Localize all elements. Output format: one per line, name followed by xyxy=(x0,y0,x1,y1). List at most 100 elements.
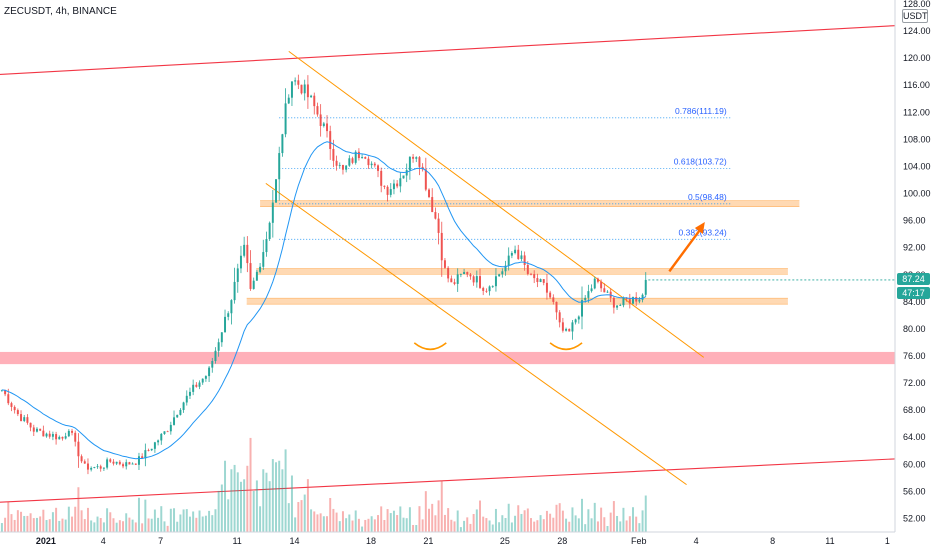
candle-body xyxy=(246,244,249,264)
price-axis: 128.00 124.00 120.00 116.00 112.00 108.00 104.… xyxy=(894,0,931,532)
candle-body xyxy=(577,316,580,320)
volume-bar xyxy=(310,509,313,532)
last-price-badge: 87.24 xyxy=(897,272,930,285)
candle-body xyxy=(377,165,380,171)
volume-bar xyxy=(233,464,236,532)
volume-bar xyxy=(198,510,201,532)
volume-bar xyxy=(561,510,564,532)
price-tick-label: 64.00 xyxy=(903,432,926,442)
candle-body xyxy=(364,157,367,159)
candle-body xyxy=(494,276,497,287)
candle-body xyxy=(188,391,191,396)
volume-bar xyxy=(612,501,615,532)
candle-body xyxy=(616,305,619,308)
volume-bar xyxy=(558,503,561,532)
candle-body xyxy=(335,160,338,166)
volume-bar xyxy=(102,522,105,532)
candle-body xyxy=(389,189,392,195)
volume-bar xyxy=(297,502,300,532)
candle-body xyxy=(558,312,561,323)
volume-bar xyxy=(93,522,96,532)
candle-body xyxy=(294,80,297,82)
candle-body xyxy=(526,264,529,274)
volume-bar xyxy=(447,508,450,532)
volume-bar xyxy=(319,513,322,532)
volume-bar xyxy=(112,518,115,532)
volume-bar xyxy=(109,512,112,532)
volume-bar xyxy=(402,517,405,532)
price-tick-label: 80.00 xyxy=(903,324,926,334)
volume-bar xyxy=(389,513,392,532)
volume-bar xyxy=(514,515,517,532)
volume-bar xyxy=(485,518,488,532)
volume-bar xyxy=(577,518,580,532)
volume-bar xyxy=(281,469,284,532)
candle-body xyxy=(166,431,169,433)
candle-body xyxy=(510,252,513,256)
candle-body xyxy=(348,158,351,166)
candle-body xyxy=(520,255,523,259)
volume-bar xyxy=(501,515,504,532)
volume-bar xyxy=(0,523,3,532)
candle-body xyxy=(160,433,163,441)
volume-bar xyxy=(35,517,38,532)
volume-bar xyxy=(115,522,118,532)
candle-body xyxy=(20,414,23,421)
candle-body xyxy=(373,163,376,166)
candle-body xyxy=(306,84,309,98)
candle-body xyxy=(402,175,405,179)
candle-body xyxy=(326,123,329,132)
candle-body xyxy=(134,463,137,465)
candle-body xyxy=(354,151,357,163)
volume-bar xyxy=(255,480,258,532)
time-tick-label: 21 xyxy=(423,536,433,546)
volume-bar xyxy=(463,520,466,532)
candle-body xyxy=(211,360,214,368)
volume-bar xyxy=(236,472,239,532)
candle-body xyxy=(297,80,300,85)
candle-body xyxy=(239,255,242,269)
volume-layer xyxy=(0,437,647,532)
volume-bar xyxy=(303,494,306,532)
candle-body xyxy=(67,430,70,437)
volume-bar xyxy=(67,506,70,532)
volume-bar xyxy=(479,500,481,532)
ema-layer xyxy=(1,141,647,460)
volume-bar xyxy=(265,472,268,532)
candle-body xyxy=(16,410,19,415)
candle-body xyxy=(48,433,51,437)
candle-body xyxy=(466,272,469,275)
volume-bar xyxy=(357,518,360,532)
candle-body xyxy=(71,430,74,433)
candle-body xyxy=(475,276,478,283)
candle-body xyxy=(214,350,217,361)
volume-bar xyxy=(603,517,606,532)
volume-bar xyxy=(259,506,262,532)
volume-bar xyxy=(39,516,42,532)
volume-bar xyxy=(587,509,590,532)
volume-bar xyxy=(380,506,383,532)
candle-body xyxy=(29,422,32,428)
candle-body xyxy=(584,297,587,301)
candle-body xyxy=(255,271,258,281)
candle-body xyxy=(58,436,61,440)
currency-button[interactable]: USDT xyxy=(902,9,928,23)
volume-bar xyxy=(396,515,399,532)
price-tick-label: 120.00 xyxy=(903,53,931,63)
volume-bar xyxy=(48,519,51,532)
candle-body xyxy=(501,271,504,275)
volume-bar xyxy=(434,515,437,532)
volume-bar xyxy=(262,469,265,532)
candle-body xyxy=(13,406,16,411)
candle-body xyxy=(313,95,316,107)
volume-bar xyxy=(10,514,13,532)
volume-bar xyxy=(638,523,641,532)
candle-body xyxy=(204,376,207,379)
candle-body xyxy=(587,291,590,298)
volume-bar xyxy=(530,518,532,532)
volume-bar xyxy=(555,504,558,532)
chart-symbol-title: ZECUSDT, 4h, BINANCE xyxy=(4,6,117,17)
candle-body xyxy=(491,286,494,287)
volume-bar xyxy=(456,510,459,532)
